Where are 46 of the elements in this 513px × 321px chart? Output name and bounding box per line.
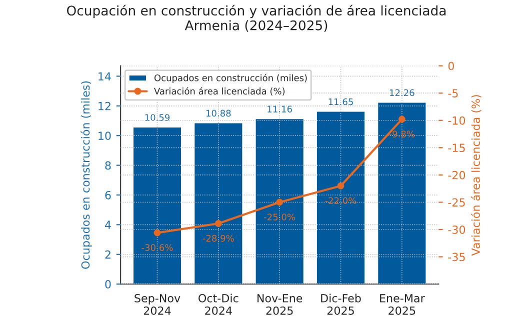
y-tick-label: 8 [105,161,111,170]
y-tick-label: 2 [105,250,110,259]
point [154,229,161,236]
x-tick-label: Sep-Nov 2024 [134,294,180,315]
y2-tick-label: -35 [448,252,465,262]
bar [316,110,366,284]
legend-label: Variación área licenciada (%) [154,87,285,96]
x-tick-label: Ene-Mar 2025 [380,294,425,315]
y-tick-label: 14 [98,72,111,80]
data-label: 12.26 [390,89,414,96]
y-tick-label: 6 [105,190,111,200]
y2-tick-label: -30 [448,225,466,234]
data-label: 10.88 [206,110,231,117]
point [276,198,284,206]
y-tick-label: 10 [98,132,111,140]
legend-label: Ocupados en construcción (miles) [154,74,307,84]
y-tick-label: 0 [105,280,111,288]
point [398,116,406,123]
bar [376,101,428,284]
y2-tick-label: -25 [448,198,465,207]
bar [193,122,244,284]
y-tick-label: 12 [98,102,110,110]
y2-tick-label: 0 [448,62,454,70]
y2-tick-label: -20 [448,170,466,180]
y-axis-title: Ocupados en construcción (miles) [80,81,92,269]
data-label: 11.65 [328,98,353,106]
data-label: -9.8% [389,130,415,138]
x-tick-label: Dic-Feb 2025 [321,294,361,315]
y2-tick-label: -10 [448,116,466,125]
point [214,220,222,227]
data-label: -22.0% [325,197,356,204]
y2-axis-title: Variación área licenciada (%) [470,95,482,256]
y2-tick-label: -15 [448,144,465,152]
data-label: -25.0% [264,214,296,220]
x-tick-label: Oct-Dic 2024 [198,294,238,315]
y2-tick-label: -5 [448,89,458,98]
y-tick-label: 4 [105,220,111,229]
bar [132,126,182,284]
chart-title: Ocupación en construcción y variación de área licenciada Armenia (2024–2025) [67,4,446,32]
data-label: 10.59 [145,114,170,121]
bar [254,118,305,284]
point [337,182,344,190]
data-label: 11.16 [268,106,292,112]
data-label: -28.9% [202,234,234,242]
data-label: -30.6% [142,244,173,251]
x-tick-label: Nov-Ene 2025 [258,294,302,315]
